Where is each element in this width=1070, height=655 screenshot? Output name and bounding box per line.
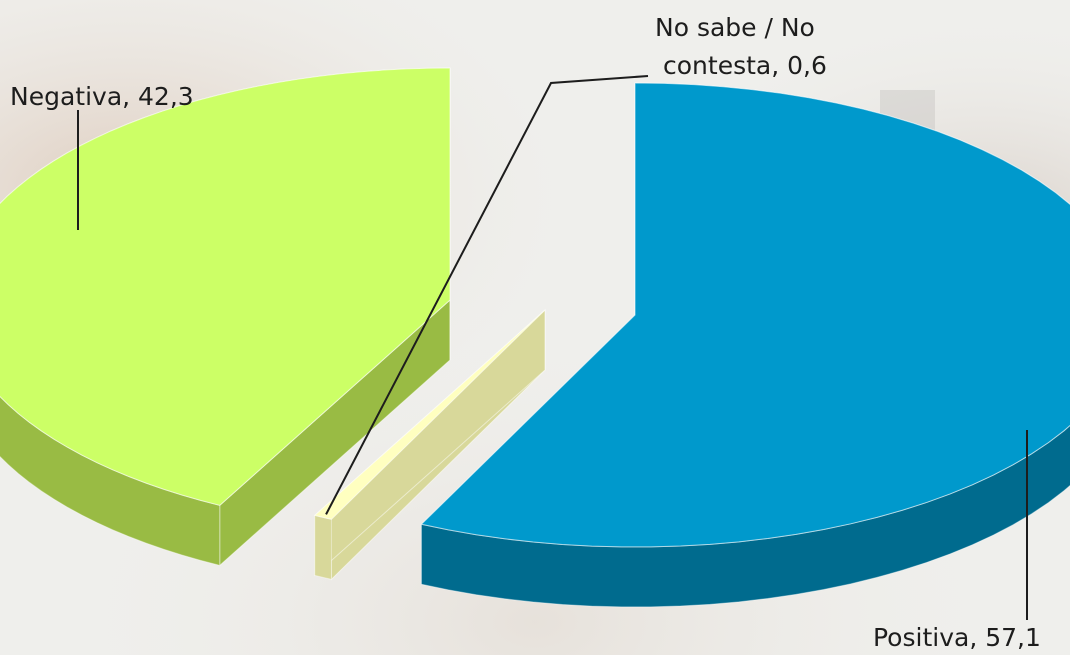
slice-side-positiva: [420, 82, 1070, 608]
slice-label-nsnc-line1: No sabe / No: [655, 13, 815, 42]
slice-negativa: [0, 67, 451, 506]
slice-positiva: [420, 82, 1070, 548]
slice-label-positiva: Positiva, 57,1: [873, 623, 1041, 652]
slice-side-no-sabe-no-contesta: [314, 514, 332, 580]
slice-label-nsnc-line2: contesta, 0,6: [663, 51, 827, 80]
slice-no-sabe-no-contesta: [313, 309, 546, 520]
slice-label-negativa: Negativa, 42,3: [10, 82, 194, 111]
leader-line-nsnc: [325, 75, 649, 515]
